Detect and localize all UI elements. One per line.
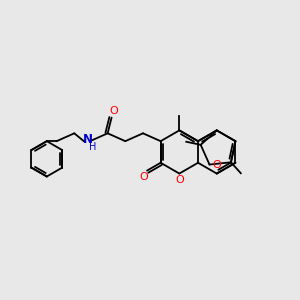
Text: N: N — [83, 133, 93, 146]
Text: O: O — [212, 160, 221, 170]
Text: H: H — [89, 142, 97, 152]
Text: O: O — [109, 106, 118, 116]
Text: O: O — [175, 176, 184, 185]
Text: O: O — [140, 172, 148, 182]
